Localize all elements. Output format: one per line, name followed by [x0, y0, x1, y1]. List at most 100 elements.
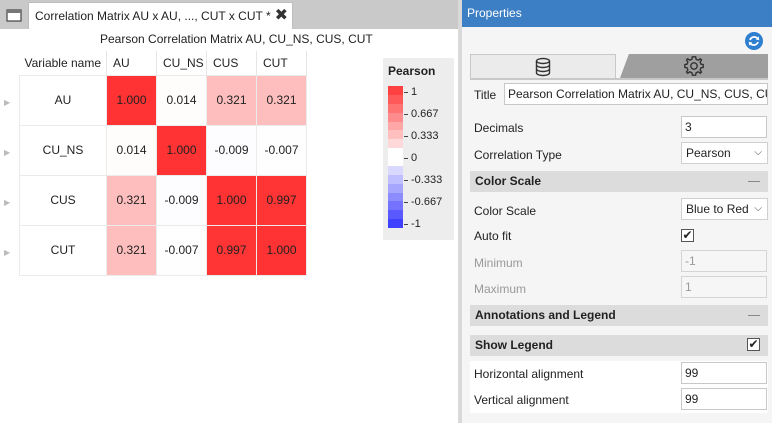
section-show-legend[interactable]: Show Legend ✔	[470, 335, 768, 356]
row-label: CUT	[19, 224, 107, 276]
section-color-scale[interactable]: Color Scale	[470, 171, 768, 192]
legend-segment	[388, 219, 403, 228]
collapse-icon[interactable]	[748, 315, 760, 316]
legend-color-bar	[388, 86, 403, 228]
table-header-row: Variable name AU CU_NS CUS CUT	[19, 51, 307, 75]
decimals-label: Decimals	[474, 121, 524, 135]
matrix-cell[interactable]: 0.321	[206, 74, 257, 126]
correlation-matrix-table: Variable name AU CU_NS CUS CUT AU 1.000 …	[19, 51, 307, 276]
table-row[interactable]: CUT 0.321 -0.007 0.997 1.000	[19, 224, 307, 276]
section-annotations-legend[interactable]: Annotations and Legend	[470, 305, 768, 326]
matrix-cell[interactable]: -0.009	[156, 174, 207, 226]
table-row[interactable]: CUS 0.321 -0.009 1.000 0.997	[19, 174, 307, 226]
minimum-label: Minimum	[474, 256, 523, 270]
database-icon	[535, 57, 551, 76]
color-legend: Pearson 1 0.667 0.333 0 -0.333 -0.667 -1	[383, 58, 454, 240]
column-header[interactable]: CUS	[206, 51, 257, 75]
table-row[interactable]: CU_NS 0.014 1.000 -0.009 -0.007	[19, 124, 307, 176]
vertical-alignment-label: Vertical alignment	[474, 393, 569, 407]
legend-segment	[388, 174, 403, 184]
row-label: AU	[19, 74, 107, 126]
matrix-cell[interactable]: 0.321	[106, 174, 157, 226]
matrix-cell[interactable]: 0.321	[256, 74, 307, 126]
title-label: Title	[474, 88, 497, 102]
vertical-alignment-input[interactable]: 99	[681, 388, 767, 410]
matrix-cell[interactable]: 1.000	[156, 124, 207, 176]
row-label: CU_NS	[19, 124, 107, 176]
decimals-input[interactable]: 3	[681, 116, 767, 138]
section-title: Show Legend	[475, 338, 553, 352]
title-input[interactable]: Pearson Correlation Matrix AU, CU_NS, CU…	[504, 83, 768, 105]
tab-underline	[470, 78, 768, 80]
row-indicator-icon: ▶	[4, 198, 11, 207]
legend-segment	[388, 148, 403, 157]
horizontal-alignment-input[interactable]: 99	[681, 362, 767, 384]
row-label: CUS	[19, 174, 107, 226]
legend-segment	[388, 94, 403, 104]
matrix-title: Pearson Correlation Matrix AU, CU_NS, CU…	[100, 32, 373, 46]
maximum-label: Maximum	[474, 282, 527, 296]
correlation-type-select[interactable]: Pearson ⌵	[681, 142, 768, 164]
tab-settings[interactable]	[620, 54, 768, 78]
matrix-cell[interactable]: 0.997	[256, 174, 307, 226]
tab-correlation-matrix[interactable]: Correlation Matrix AU x AU, ..., CUT x C…	[28, 2, 293, 29]
legend-segment	[388, 139, 403, 149]
color-scale-select[interactable]: Blue to Red ⌵	[681, 198, 768, 220]
column-header[interactable]: CU_NS	[156, 51, 207, 75]
horizontal-alignment-label: Horizontal alignment	[474, 367, 584, 381]
panel-splitter[interactable]	[458, 0, 462, 423]
gear-icon	[684, 56, 704, 76]
auto-fit-checkbox[interactable]: ✔	[681, 228, 694, 242]
auto-fit-label: Auto fit	[474, 229, 512, 243]
tab-menu-button[interactable]	[0, 0, 28, 29]
matrix-cell[interactable]: 0.321	[106, 224, 157, 276]
tab-strip: Correlation Matrix AU x AU, ..., CUT x C…	[0, 0, 461, 29]
show-legend-checkbox[interactable]: ✔	[747, 337, 760, 351]
matrix-cell[interactable]: 1.000	[256, 224, 307, 276]
properties-header: Properties	[462, 0, 772, 27]
legend-tick: 1	[404, 86, 417, 98]
legend-segment	[388, 112, 403, 122]
column-header[interactable]: AU	[106, 51, 157, 75]
legend-tick: -1	[404, 218, 421, 230]
chevron-down-icon: ⌵	[754, 147, 762, 158]
collapse-icon[interactable]	[748, 181, 760, 182]
properties-panel: Properties Title Pearson Correlation Mat…	[462, 0, 772, 423]
color-scale-label: Color Scale	[474, 204, 537, 218]
refresh-button[interactable]	[744, 31, 764, 51]
legend-segment	[388, 183, 403, 193]
legend-segment	[388, 157, 403, 166]
chevron-down-icon: ⌵	[754, 203, 762, 214]
window-icon	[6, 8, 22, 22]
row-indicator-icon: ▶	[4, 148, 11, 157]
legend-tick: 0.667	[404, 108, 439, 120]
matrix-cell[interactable]: 0.014	[156, 74, 207, 126]
row-indicator-icon: ▶	[4, 248, 11, 257]
color-scale-value: Blue to Red	[686, 202, 749, 216]
legend-title: Pearson	[388, 64, 436, 78]
correlation-type-label: Correlation Type	[474, 148, 562, 162]
column-header[interactable]: CUT	[256, 51, 307, 75]
legend-segment	[388, 192, 403, 202]
close-icon[interactable]: ✖	[274, 7, 289, 24]
maximum-input[interactable]: 1	[681, 276, 767, 298]
legend-tick: 0.333	[404, 130, 439, 142]
matrix-cell[interactable]: 1.000	[106, 74, 157, 126]
matrix-cell[interactable]: 0.997	[206, 224, 257, 276]
tab-data[interactable]	[470, 54, 616, 78]
legend-tick: -0.333	[404, 174, 442, 186]
matrix-cell[interactable]: -0.007	[156, 224, 207, 276]
legend-segment	[388, 86, 403, 95]
matrix-cell[interactable]: 1.000	[206, 174, 257, 226]
legend-segment	[388, 103, 403, 113]
document-area: Correlation Matrix AU x AU, ..., CUT x C…	[0, 0, 461, 423]
matrix-cell[interactable]: -0.009	[206, 124, 257, 176]
matrix-cell[interactable]: 0.014	[106, 124, 157, 176]
minimum-input[interactable]: -1	[681, 250, 767, 272]
legend-segment	[388, 165, 403, 175]
legend-tick: -0.667	[404, 196, 442, 208]
tab-label: Correlation Matrix AU x AU, ..., CUT x C…	[35, 9, 271, 23]
column-header-variable-name[interactable]: Variable name	[19, 51, 107, 75]
table-row[interactable]: AU 1.000 0.014 0.321 0.321	[19, 74, 307, 126]
matrix-cell[interactable]: -0.007	[256, 124, 307, 176]
